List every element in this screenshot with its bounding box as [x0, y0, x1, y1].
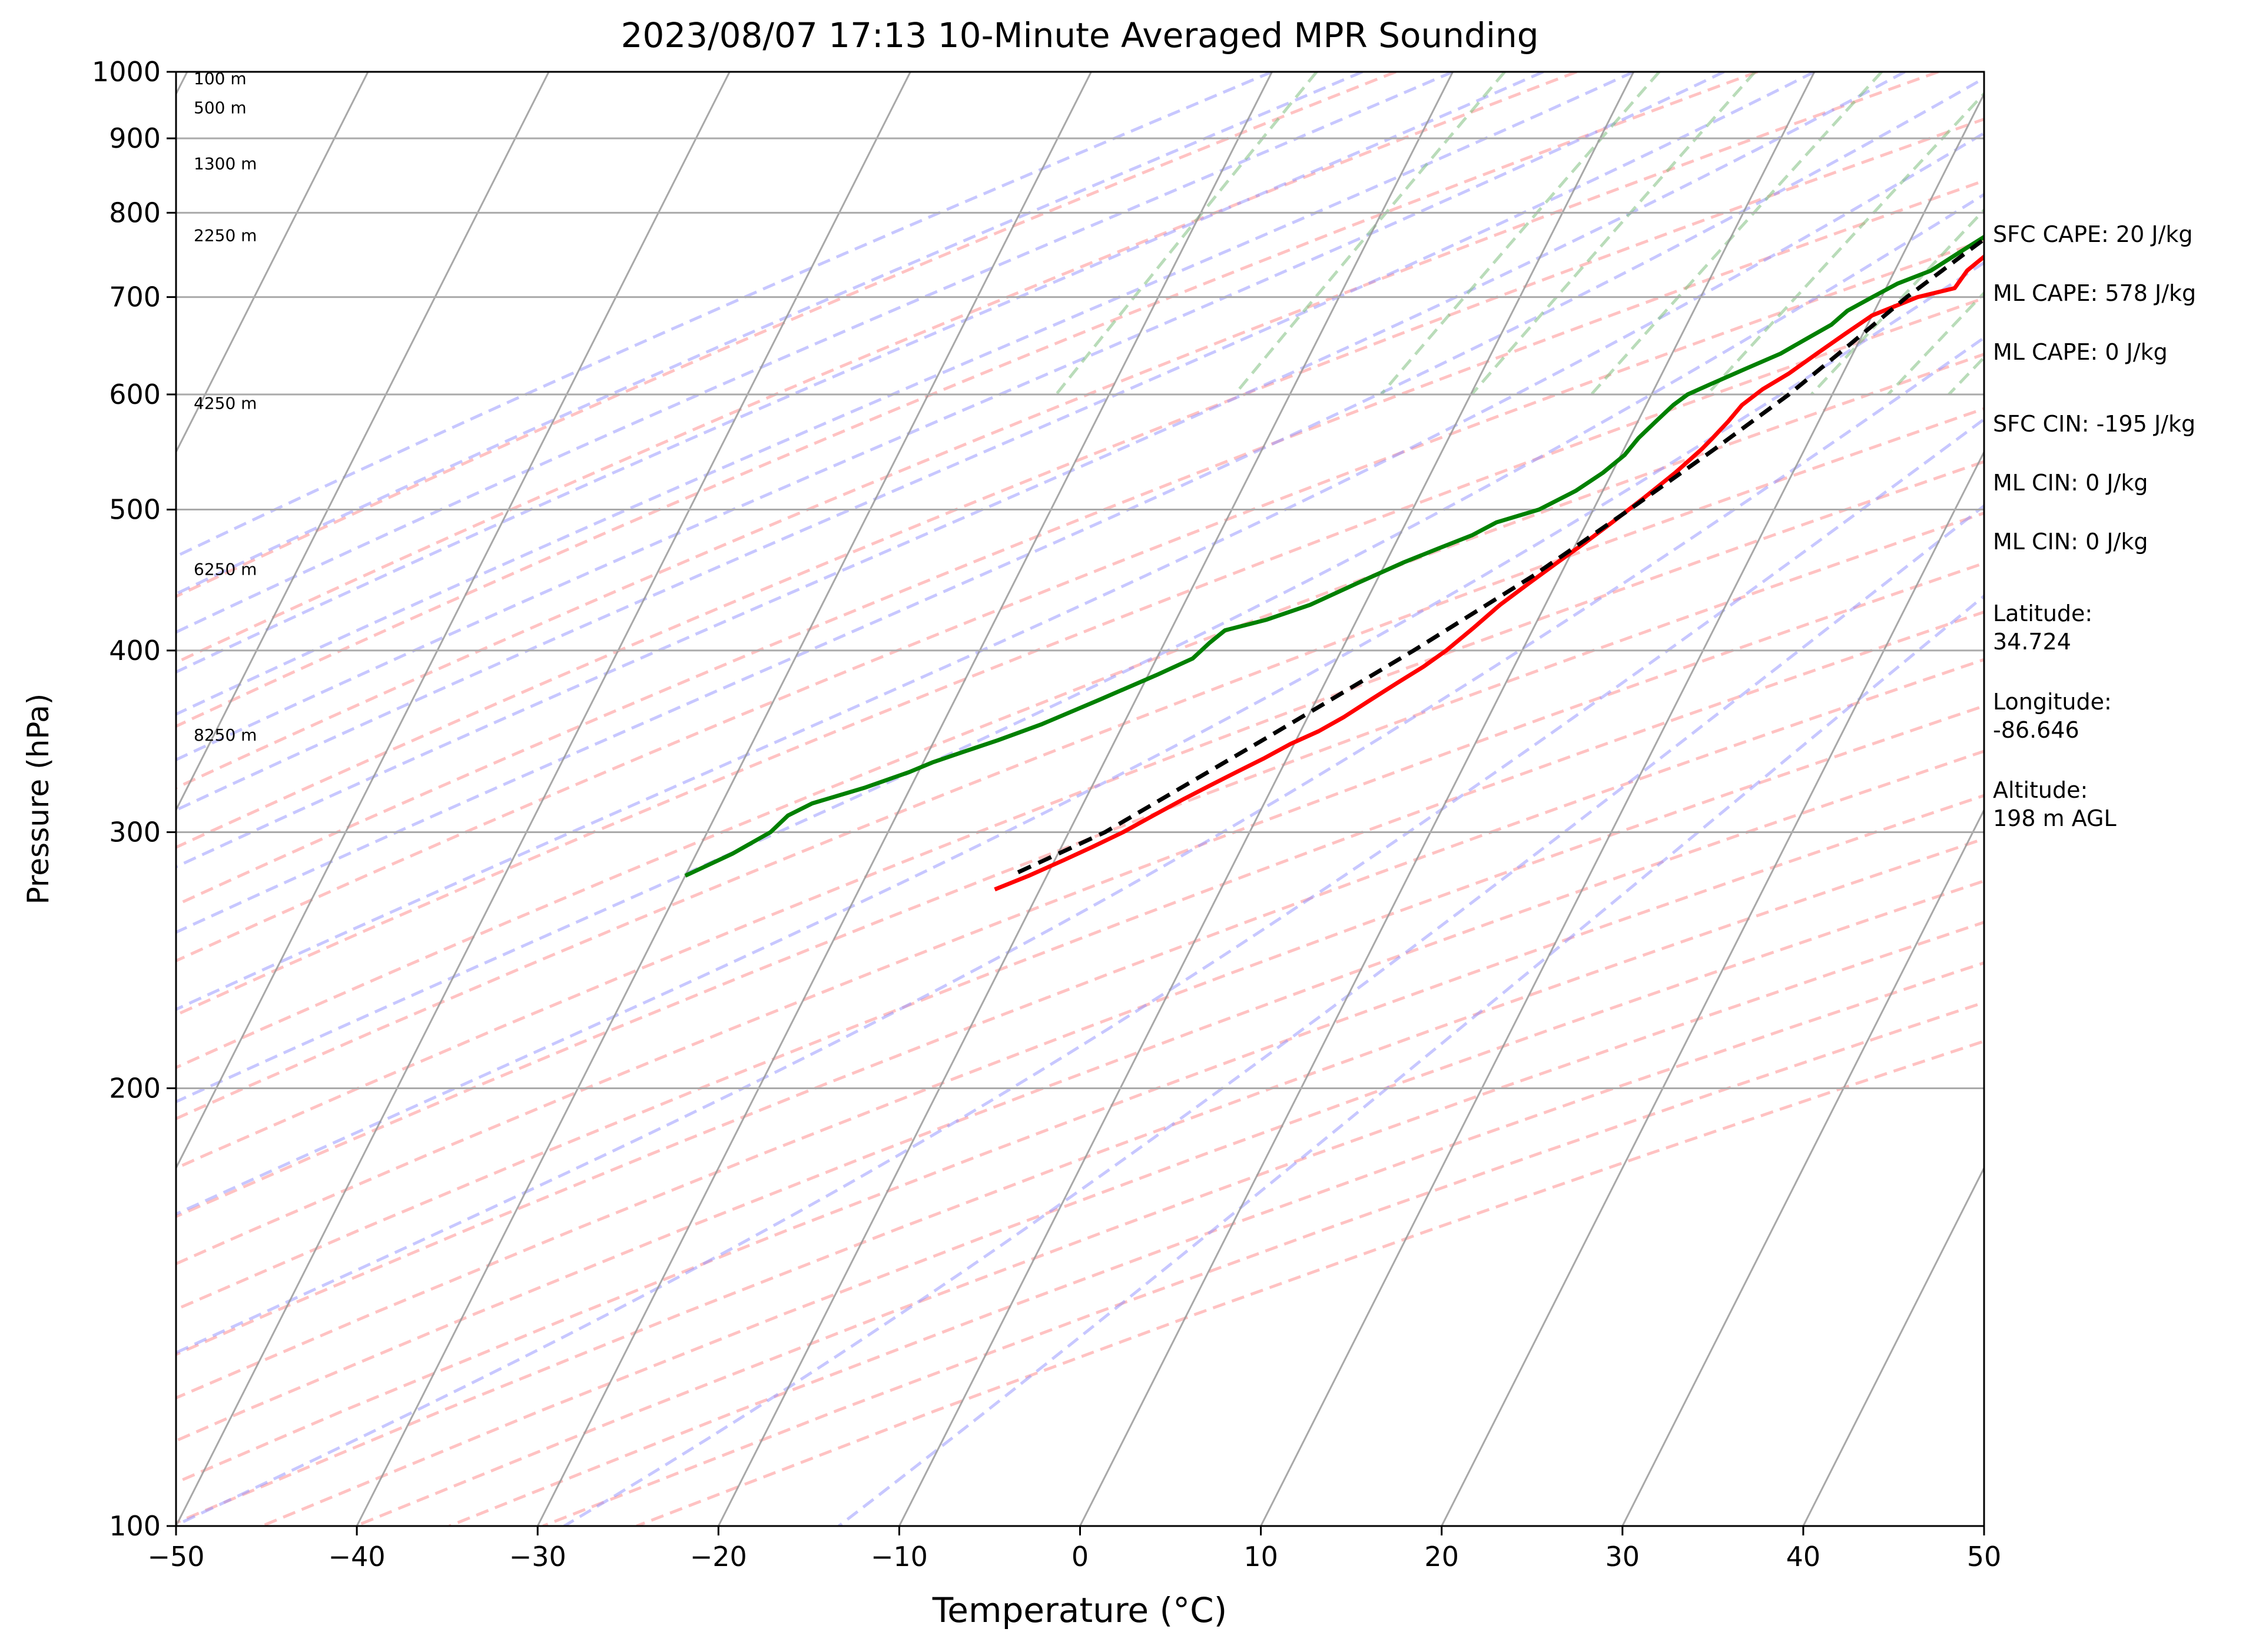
- ml-cin-label: ML CIN: 0 J/kg: [1993, 470, 2148, 496]
- latitude-label: Latitude: 34.724: [1993, 601, 2093, 655]
- isotherm-line: [356, 72, 1092, 1526]
- isotherm-line: [1441, 450, 1984, 1526]
- dry-adiabat-line: [176, 72, 1758, 728]
- height-label: 1300 m: [194, 154, 257, 174]
- sounding-lines: [684, 234, 1984, 892]
- moist-adiabat-line: [176, 72, 1634, 716]
- y-tick-label: 700: [109, 281, 161, 313]
- y-tick-label: 800: [109, 197, 161, 228]
- isotherm-line: [1621, 808, 1984, 1526]
- y-axis-ticks: 1000 900 800 700 600 500 400 300 200 100: [92, 56, 176, 1542]
- y-tick-label: 900: [109, 122, 161, 154]
- height-label: 500 m: [194, 98, 247, 118]
- moist-adiabat-line: [176, 72, 1454, 634]
- moist-adiabat-line: [176, 76, 1984, 934]
- mixing-ratio-line: [1810, 208, 1984, 396]
- isotherm-line: [176, 72, 731, 1170]
- y-tick-label: 500: [109, 494, 161, 526]
- x-tick-label: 30: [1606, 1541, 1640, 1573]
- moist-adiabat-line: [176, 261, 1984, 1216]
- dry-adiabat-line: [176, 837, 1984, 1525]
- temperature-line: [994, 254, 1984, 892]
- y-tick-label: 300: [109, 817, 161, 848]
- moist-adiabat-line: [176, 72, 1273, 558]
- height-label: 6250 m: [194, 560, 257, 579]
- isotherm-line: [176, 72, 369, 454]
- moist-adiabat-line: [176, 193, 1984, 1104]
- moist-adiabat-line: [176, 72, 1906, 869]
- x-tick-label: −20: [690, 1541, 747, 1573]
- isotherm-line: [717, 72, 1454, 1526]
- x-tick-label: 0: [1072, 1541, 1089, 1573]
- isotherm-line: [1079, 72, 1816, 1526]
- y-tick-label: 100: [109, 1510, 161, 1542]
- parcel-line: [1010, 237, 1984, 878]
- x-tick-label: −30: [509, 1541, 566, 1573]
- isotherm-line: [176, 72, 550, 812]
- y-tick-label: 600: [109, 379, 161, 410]
- ml-cape-label-2: ML CAPE: 0 J/kg: [1993, 339, 2168, 365]
- longitude-label: Longitude: -86.646: [1993, 689, 2112, 743]
- sfc-cape-label: SFC CAPE: 20 J/kg: [1993, 221, 2193, 247]
- moist-adiabat-line: [176, 72, 1364, 596]
- moist-adiabat-line: [176, 336, 1984, 1355]
- y-axis-label: Pressure (hPa): [21, 694, 55, 905]
- dry-adiabat-line: [355, 920, 1984, 1526]
- dry-adiabat-line: [176, 561, 1984, 1266]
- background-lines: [176, 72, 1984, 1526]
- x-tick-label: 40: [1786, 1541, 1821, 1573]
- moist-adiabat-line: [838, 594, 1984, 1526]
- y-tick-label: 1000: [92, 56, 161, 88]
- moist-adiabat-line: [563, 504, 1984, 1526]
- altitude-label: Altitude: 198 m AGL: [1993, 777, 2117, 831]
- dry-adiabat-line: [176, 658, 1984, 1356]
- dry-adiabat-line: [176, 610, 1984, 1311]
- isotherm-line: [536, 72, 1273, 1526]
- height-label: 2250 m: [194, 226, 257, 246]
- x-tick-label: 50: [1967, 1541, 2002, 1573]
- dry-adiabat-line: [261, 879, 1984, 1526]
- ml-cin-label-2: ML CIN: 0 J/kg: [1993, 529, 2148, 555]
- x-tick-label: 10: [1243, 1541, 1278, 1573]
- x-tick-label: −40: [329, 1541, 386, 1573]
- dry-adiabat-line: [176, 704, 1984, 1400]
- x-axis-label: Temperature (°C): [932, 1590, 1228, 1630]
- ml-cape-label: ML CAPE: 578 J/kg: [1993, 280, 2197, 306]
- x-axis-ticks: −50 −40 −30 −20 −10 0 10 20 30 40 50: [147, 1526, 2001, 1573]
- isotherm-line: [176, 72, 911, 1526]
- moist-adiabat-line: [176, 417, 1984, 1526]
- x-tick-label: −10: [871, 1541, 928, 1573]
- height-label: 4250 m: [194, 393, 257, 413]
- moist-adiabat-line: [176, 72, 1815, 812]
- dry-adiabat-line: [176, 407, 1984, 1120]
- height-label: 8250 m: [194, 725, 257, 745]
- dewpoint-line: [684, 234, 1984, 878]
- y-tick-label: 200: [109, 1072, 161, 1104]
- x-tick-label: 20: [1424, 1541, 1459, 1573]
- sfc-cin-label: SFC CIN: -195 J/kg: [1993, 411, 2196, 437]
- moist-adiabat-line: [176, 72, 1725, 762]
- x-tick-label: −50: [147, 1541, 204, 1573]
- isotherm-line: [1802, 1166, 1984, 1526]
- dry-adiabat-line: [176, 117, 1984, 850]
- chart-title: 2023/08/07 17:13 10-Minute Averaged MPR …: [621, 15, 1538, 55]
- isotherm-line: [898, 72, 1635, 1526]
- y-tick-label: 400: [109, 635, 161, 666]
- dry-adiabat-line: [176, 296, 1984, 1017]
- dry-adiabat-line: [176, 72, 1577, 665]
